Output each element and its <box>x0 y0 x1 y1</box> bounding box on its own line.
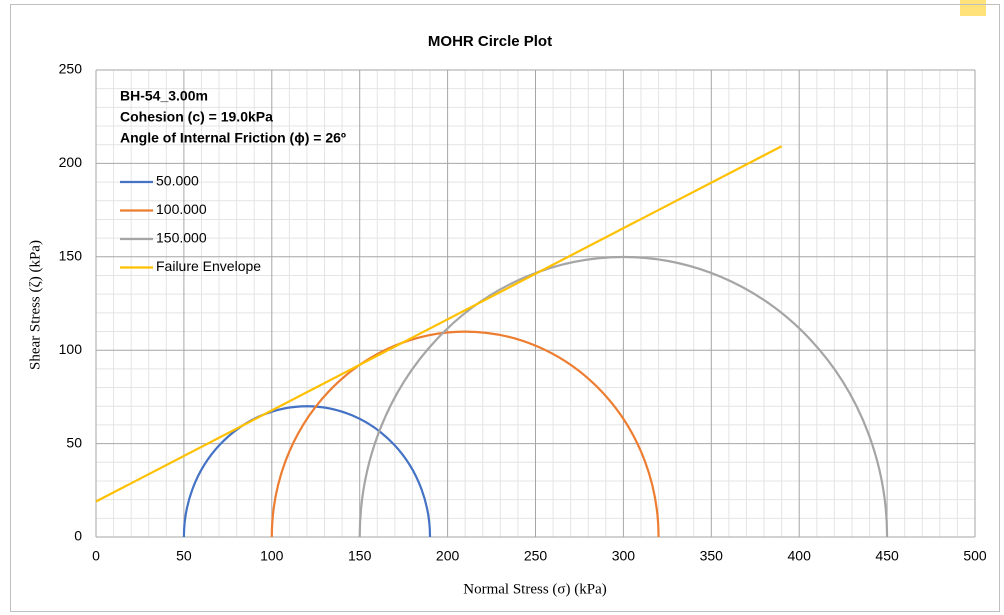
legend-label: 150.000 <box>156 230 207 246</box>
y-tick-label: 50 <box>66 434 82 450</box>
decoration <box>960 0 986 16</box>
y-tick-label: 150 <box>59 248 83 264</box>
x-tick-label: 0 <box>92 548 100 564</box>
x-tick-label: 450 <box>875 548 899 564</box>
x-tick-label: 250 <box>524 548 548 564</box>
x-axis-label: Normal Stress (σ) (kPa) <box>463 581 606 597</box>
mohr-circle <box>270 330 660 538</box>
y-tick-label: 250 <box>59 61 83 77</box>
annotation: Cohesion (c) = 19.0kPa <box>120 109 273 125</box>
legend-label: 100.000 <box>156 201 207 217</box>
x-tick-label: 100 <box>260 548 284 564</box>
mohr-circle <box>358 255 889 538</box>
y-tick-label: 100 <box>59 341 83 357</box>
y-axis-label: Shear Stress (ζ) (kPa) <box>27 240 43 370</box>
legend-label: Failure Envelope <box>156 258 261 274</box>
annotation: BH-54_3.00m <box>120 88 208 104</box>
mohr-circle <box>182 405 432 538</box>
annotation: Angle of Internal Friction (ϕ) = 26º <box>120 130 346 146</box>
x-tick-label: 50 <box>176 548 192 564</box>
x-tick-label: 200 <box>436 548 460 564</box>
failure-envelope <box>95 145 783 503</box>
x-tick-label: 350 <box>700 548 724 564</box>
x-tick-label: 150 <box>348 548 372 564</box>
legend-label: 50.000 <box>156 173 199 189</box>
x-tick-label: 300 <box>612 548 636 564</box>
chart-title: MOHR Circle Plot <box>428 33 552 50</box>
x-tick-label: 500 <box>963 548 987 564</box>
y-tick-label: 0 <box>74 528 82 544</box>
chart-border <box>10 4 1000 612</box>
y-tick-label: 200 <box>59 154 83 170</box>
x-tick-label: 400 <box>788 548 812 564</box>
